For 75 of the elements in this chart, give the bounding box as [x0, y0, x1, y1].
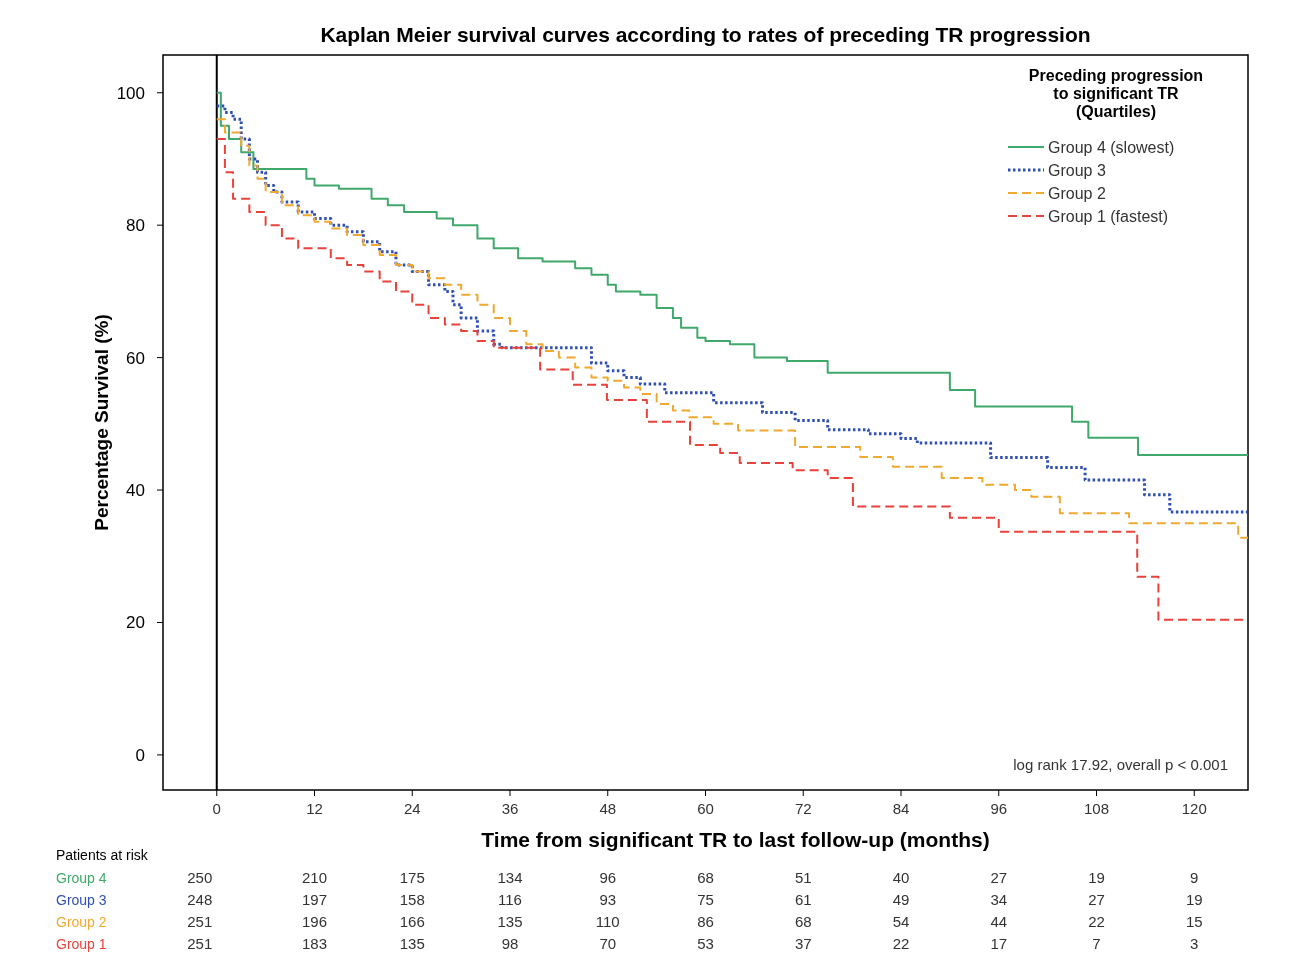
x-tick-label: 48: [599, 800, 617, 817]
legend-label: Group 3: [1048, 162, 1106, 179]
text: 248: [187, 891, 213, 908]
x-tick-label: 0: [212, 800, 221, 817]
text: 96: [599, 869, 617, 886]
text: 15: [1185, 913, 1203, 930]
y-axis-title: Percentage Survival (%): [91, 314, 112, 531]
text: 9: [1190, 869, 1199, 886]
y-tick-label: 20: [126, 613, 145, 633]
x-tick-label: 84: [892, 800, 910, 817]
text: 158: [399, 891, 425, 908]
text: 19: [1088, 869, 1105, 886]
text: 17: [990, 935, 1008, 952]
annotation: log rank 17.92, overall p < 0.001: [1013, 756, 1228, 773]
x-tick-label: 36: [501, 800, 519, 817]
text: 3: [1190, 935, 1199, 952]
text: 68: [794, 913, 812, 930]
text: 19: [1185, 891, 1203, 908]
y-tick-label: 0: [135, 745, 145, 765]
chart-title: Kaplan Meier survival curves according to rates of preceding TR progression: [320, 23, 1091, 46]
text: 251: [187, 913, 213, 930]
text: 61: [794, 891, 812, 908]
text: 68: [697, 869, 714, 886]
x-tick-label: 72: [794, 800, 812, 817]
text: 27: [990, 869, 1008, 886]
legend-title: Preceding progression to significant TR (Quartiles): [1028, 67, 1204, 120]
y-tick-label: 40: [126, 481, 145, 501]
text: Group 1: [56, 936, 107, 952]
text: 250: [187, 869, 213, 886]
x-tick-label: 24: [403, 800, 421, 817]
text: Group 3: [56, 892, 107, 908]
x-tick-label: 120: [1181, 800, 1207, 817]
text: 98: [501, 935, 519, 952]
text: 34: [990, 891, 1008, 908]
text: 134: [497, 869, 523, 886]
text: 44: [990, 913, 1008, 930]
text: 75: [697, 891, 714, 908]
x-tick-label: 60: [697, 800, 714, 817]
text: 110: [595, 913, 620, 930]
text: Group 4: [56, 870, 107, 886]
text: 116: [498, 891, 522, 908]
x-tick-label: 12: [306, 800, 323, 817]
text: 135: [399, 935, 425, 952]
text: Group 2: [56, 914, 107, 930]
text: 197: [301, 891, 328, 908]
text: 49: [892, 891, 910, 908]
text: 7: [1092, 935, 1101, 952]
text: 93: [599, 891, 617, 908]
text: 183: [301, 935, 328, 952]
text: 22: [1088, 913, 1105, 930]
text: Patients at risk: [56, 847, 149, 863]
x-tick-label: 96: [990, 800, 1008, 817]
y-tick-label: 100: [116, 83, 145, 103]
x-axis-title: Time from significant TR to last follow-up (months): [481, 828, 990, 851]
text: 53: [697, 935, 714, 952]
y-tick-label: 60: [126, 348, 145, 368]
text: 70: [599, 935, 617, 952]
x-tick-label: 108: [1083, 800, 1110, 817]
text: 251: [187, 935, 213, 952]
text: 27: [1088, 891, 1105, 908]
text: 166: [399, 913, 425, 930]
text: 210: [301, 869, 328, 886]
legend-label: Group 2: [1048, 185, 1106, 202]
text: 175: [399, 869, 425, 886]
text: 40: [892, 869, 910, 886]
text: 37: [794, 935, 812, 952]
text: 196: [301, 913, 328, 930]
text: 51: [794, 869, 812, 886]
text: 135: [497, 913, 523, 930]
legend-label: Group 1 (fastest): [1048, 208, 1169, 225]
y-tick-label: 80: [126, 216, 145, 236]
text: 54: [892, 913, 910, 930]
text: 86: [697, 913, 714, 930]
text: 22: [892, 935, 910, 952]
legend-label: Group 4 (slowest): [1048, 139, 1175, 156]
